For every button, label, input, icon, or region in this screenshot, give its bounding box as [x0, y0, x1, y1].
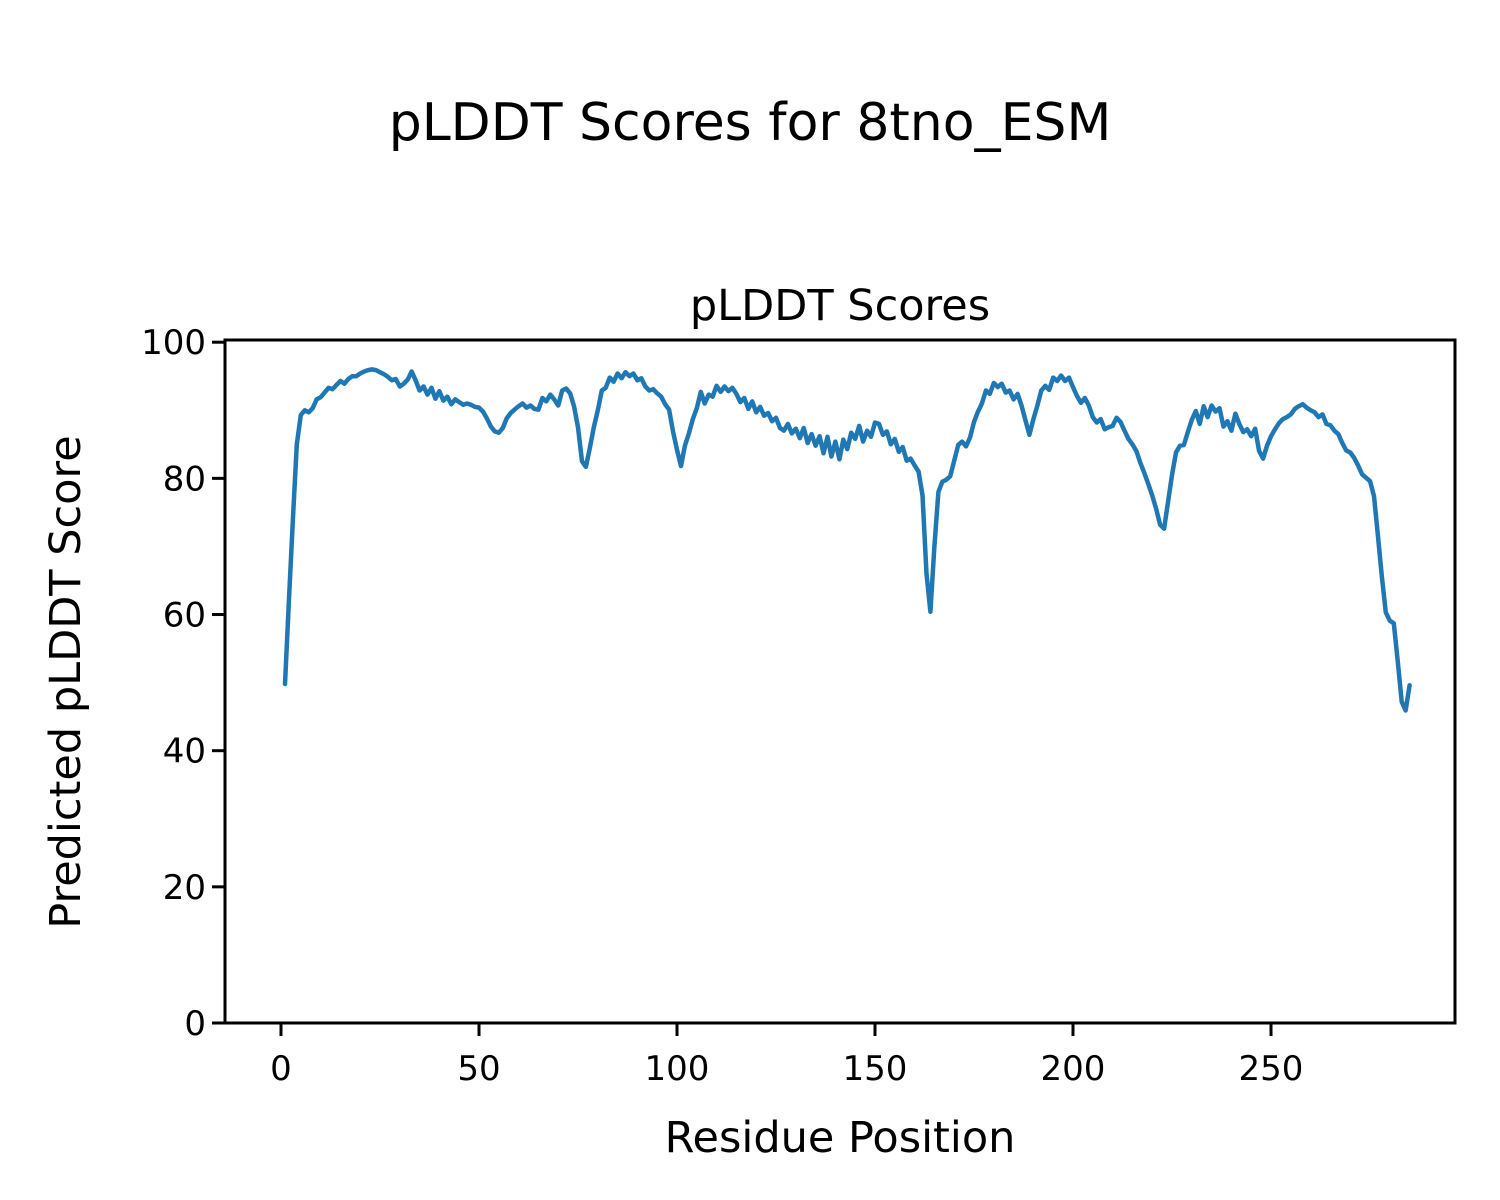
x-tick-label: 0	[270, 1049, 292, 1089]
x-tick-label: 50	[457, 1049, 500, 1089]
x-tick-label: 150	[843, 1049, 908, 1089]
x-axis-ticks: 0 50 100 150 200 250	[270, 1023, 1303, 1089]
y-tick-label: 100	[141, 323, 206, 363]
y-tick-label: 0	[184, 1004, 206, 1044]
x-tick-label: 100	[645, 1049, 710, 1089]
plot-border	[223, 338, 1457, 1025]
x-tick-label: 200	[1041, 1049, 1106, 1089]
figure-title: pLDDT Scores for 8tno_ESM	[389, 93, 1112, 153]
plddt-score-line	[282, 367, 1412, 713]
x-tick-label: 250	[1239, 1049, 1304, 1089]
y-tick-label: 60	[163, 596, 206, 636]
y-axis-ticks: 0 20 40 60 80 100	[141, 323, 225, 1044]
y-axis-label: Predicted pLDDT Score	[41, 435, 91, 928]
y-tick-label: 80	[163, 459, 206, 499]
x-axis-label: Residue Position	[665, 1113, 1016, 1163]
axes-title: pLDDT Scores	[690, 281, 990, 331]
y-tick-label: 20	[163, 868, 206, 908]
y-tick-label: 40	[163, 732, 206, 772]
